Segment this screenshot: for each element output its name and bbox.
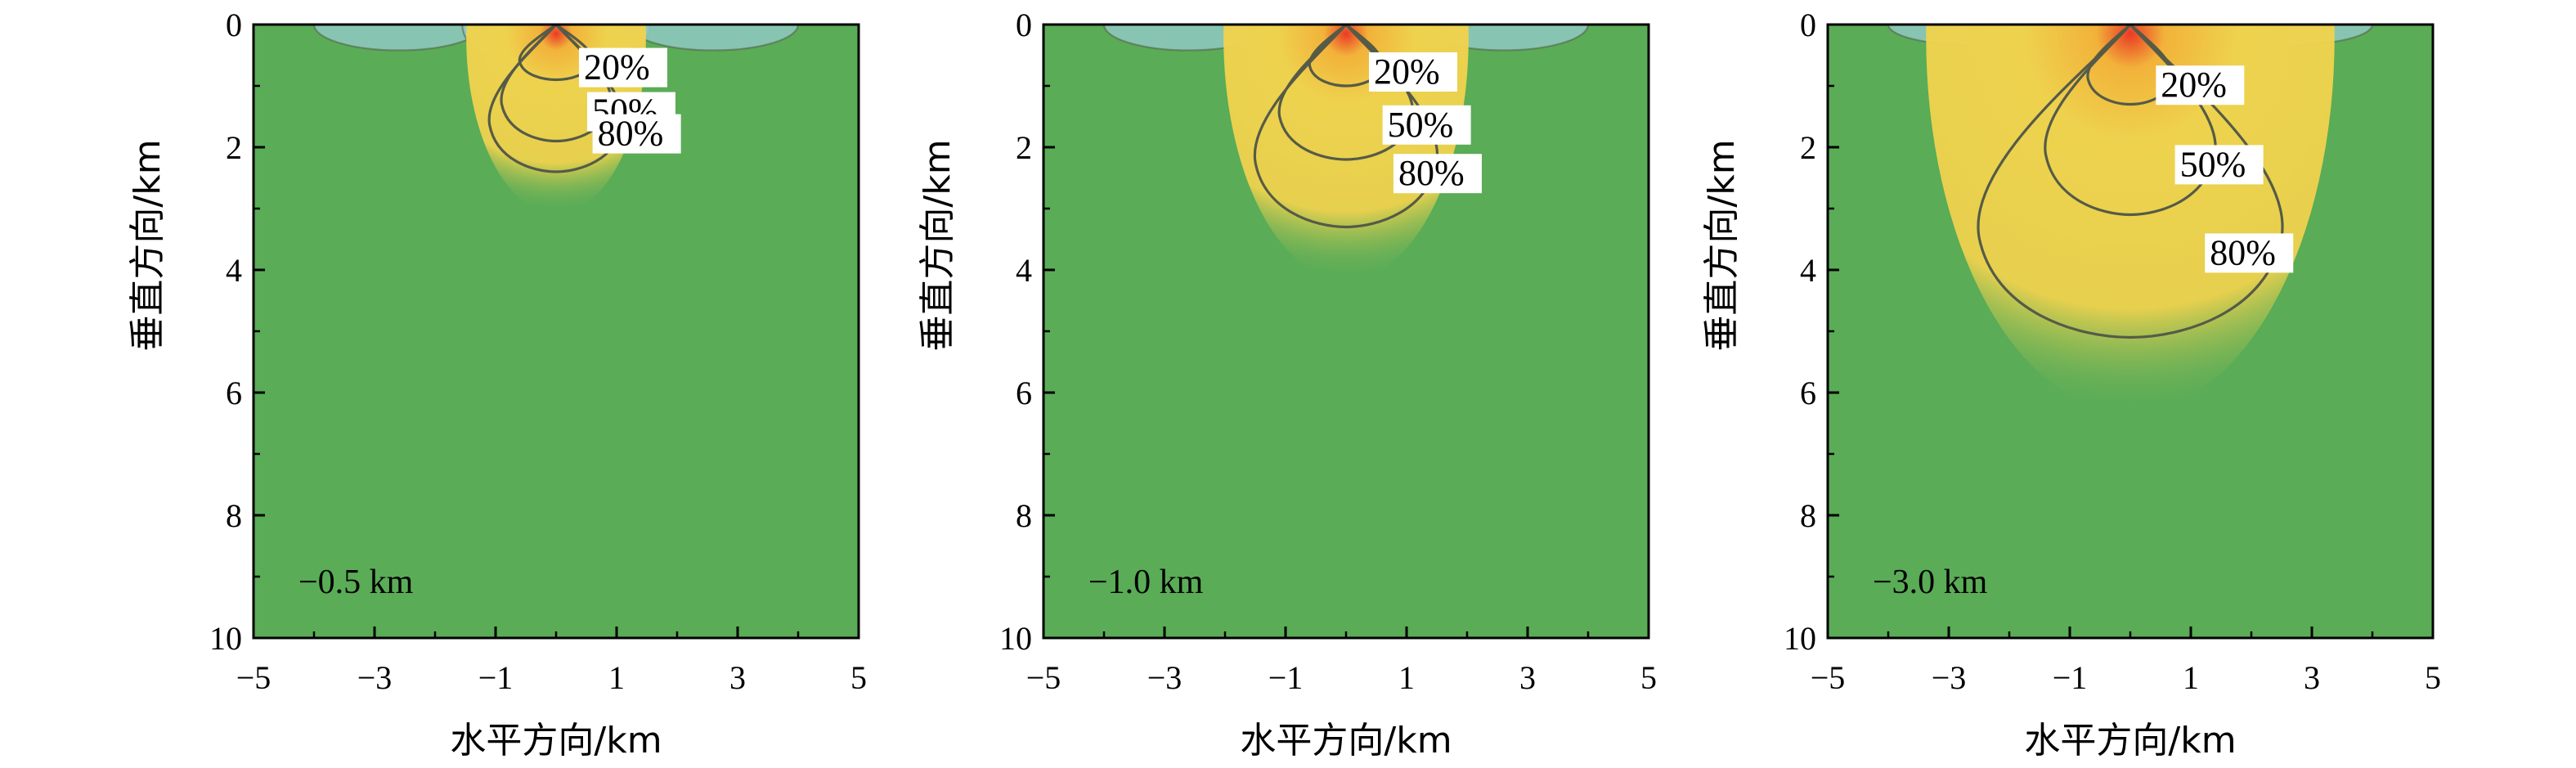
heatmap-field [1043,25,1649,638]
x-tick-label: −3 [1932,659,1967,696]
y-tick-label: 6 [226,375,242,411]
contour-label-box [2174,145,2264,185]
contour-label-box [578,47,667,88]
y-tick-label: 2 [1800,129,1816,166]
x-tick-label: −1 [1268,659,1304,696]
panel-label: −1.0 km [1088,564,1204,601]
x-tick-label: 3 [729,659,746,696]
heatmap-field [1828,25,2433,638]
contour-label: 80% [1398,153,1465,193]
y-tick-label: 0 [1800,7,1816,43]
panel-3: 20% 50% 80% −3.0 km −5 −3 −1 1 3 5 0 2 4 6 8 10 水平方向/km 垂… [1701,7,2441,761]
y-tick-label: 6 [1016,375,1032,411]
y-axis-label: 垂直方向/km [1701,139,1743,351]
x-tick-label: −5 [236,659,272,696]
y-axis-label: 垂直方向/km [917,139,958,351]
y-tick-label: 8 [226,497,242,534]
contour-label-box [1368,52,1457,92]
contour-label: 80% [598,114,664,154]
x-tick-label: 5 [1640,659,1657,696]
contour-label: 80% [2210,232,2276,272]
contour-label-box [592,114,681,154]
y-tick-label: 8 [1016,497,1032,534]
y-tick-label: 4 [1016,252,1032,289]
x-tick-label: 1 [608,659,625,696]
heatmap-field [254,25,859,638]
contour-label: 50% [2180,144,2246,184]
x-axis-label: 水平方向/km [1240,720,1452,761]
contour-label: 20% [584,47,650,88]
contour-20-percent [1308,25,1384,88]
panel-1: 20%50%80%−0.5 km−5 −3 −1 1 3 50246810水平方向/km垂… [127,7,867,761]
surface-low-lobe-1 [312,25,485,52]
x-tick-label: 1 [2183,659,2199,696]
x-tick-label: −5 [1811,659,1846,696]
y-tick-label: 4 [226,252,242,289]
contour-label-box [1393,154,1482,194]
x-tick-label: −1 [478,659,514,696]
x-tick-label: −1 [2053,659,2088,696]
y-tick-label: 0 [1016,7,1032,43]
x-tick-label: 5 [850,659,867,696]
anomaly-body [1926,25,2335,412]
y-tick-label: 2 [226,129,242,166]
x-tick-label: −3 [357,659,393,696]
y-tick-label: 4 [1800,252,1816,289]
x-axis-label: 水平方向/km [2024,720,2236,761]
y-axis-label: 垂直方向/km [127,139,168,351]
y-tick-label: 10 [999,620,1032,657]
contour-label: 20% [1374,52,1440,92]
surface-low-lobe-4 [627,25,800,52]
y-tick-label: 10 [1784,620,1816,657]
panel-label: −0.5 km [298,564,414,601]
panel-label: −3.0 km [1873,564,1988,601]
x-tick-label: −5 [1026,659,1061,696]
y-tick-label: 10 [209,620,242,657]
x-tick-label: −3 [1147,659,1183,696]
y-tick-label: 6 [1800,375,1816,411]
contour-label: 50% [1388,105,1454,145]
contour-label-box [1382,105,1471,145]
y-tick-label: 2 [1016,129,1032,166]
contour-label-box [2156,65,2245,106]
x-axis-label: 水平方向/km [450,720,662,761]
panel-2: 20% 50% 80% −1.0 km −5 −3 −1 1 3 5 0 2 4 6 8 10 水平方向/km 垂… [917,7,1657,761]
x-tick-label: 3 [2304,659,2320,696]
y-tick-label: 8 [1800,497,1816,534]
x-tick-label: 5 [2425,659,2441,696]
x-tick-label: 3 [1519,659,1536,696]
x-tick-label: 1 [1398,659,1415,696]
contour-label: 20% [2161,65,2227,105]
y-tick-label: 0 [226,7,242,43]
contour-label-box [2205,233,2294,273]
